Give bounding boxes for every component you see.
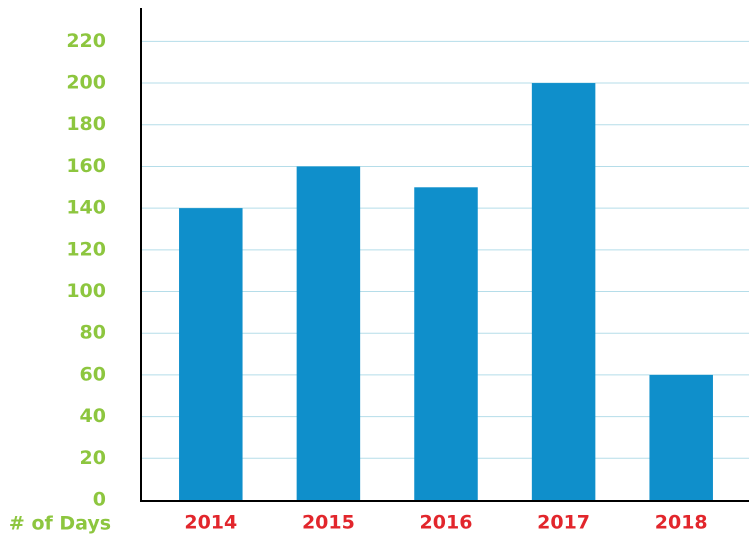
y-tick-label: 120 [66,238,106,260]
y-tick-label: 40 [80,405,106,427]
bar [414,187,478,500]
bar [531,83,596,501]
y-tick-label: 200 [66,72,106,94]
y-tick-label: 20 [80,447,106,469]
x-tick-label: 2018 [655,512,708,534]
bar [649,374,713,500]
y-tick-label: 180 [66,113,106,135]
y-tick-label: 60 [80,363,106,385]
y-tick-label: 80 [80,322,106,344]
y-tick-label: 0 [93,489,106,511]
y-axis-label: # of Days [9,513,111,535]
bar [179,208,243,500]
x-tick-label: 2015 [302,512,355,534]
y-tick-label: 220 [66,30,106,52]
x-tick-label: 2014 [184,512,237,534]
y-tick-label: 160 [66,155,106,177]
bar [296,166,361,500]
y-tick-label: 100 [66,280,106,302]
x-tick-label: 2017 [537,512,590,534]
x-tick-label: 2016 [420,512,473,534]
y-tick-label: 140 [66,197,106,219]
